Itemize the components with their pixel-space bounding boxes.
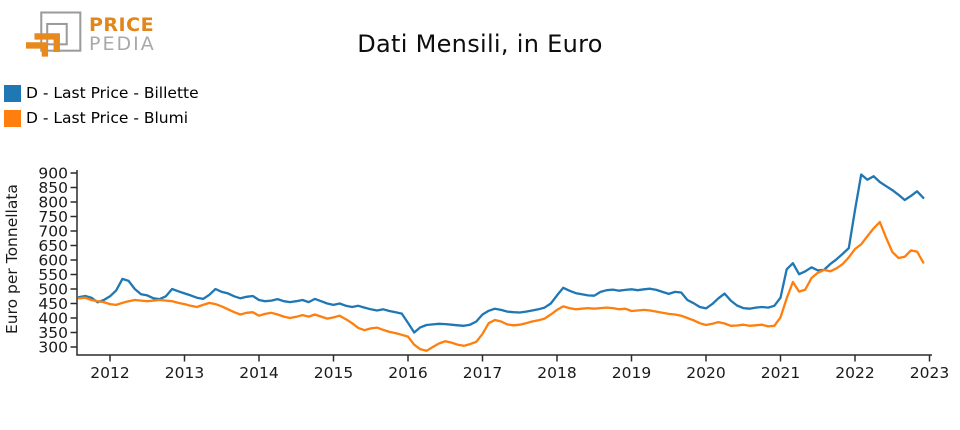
x-tick-label: 2012 [90,364,129,382]
y-tick-label: 550 [38,266,68,284]
x-tick-label: 2015 [314,364,353,382]
pricepedia-logo-icon [26,11,82,57]
y-tick-label: 300 [38,339,68,357]
series-line-blumi [77,220,925,352]
logo-word-price: PRICE [89,13,155,36]
x-tick-label: 2021 [761,364,800,382]
x-tick-label: 2022 [835,364,874,382]
y-tick-label: 650 [38,237,68,255]
x-tick-label: 2018 [537,364,576,382]
y-axis-label: Euro per Tonnellata [3,184,21,334]
legend: D - Last Price - Billette D - Last Price… [4,84,199,134]
y-tick-label: 350 [38,324,68,342]
x-tick-label: 2013 [165,364,204,382]
pricepedia-logo: PRICE PEDIA [26,11,156,59]
legend-label-blumi: D - Last Price - Blumi [26,109,189,127]
x-tick-label: 2023 [910,364,949,382]
x-tick-label: 2019 [612,364,651,382]
x-tick-label: 2020 [686,364,725,382]
legend-item-blumi: D - Last Price - Blumi [4,109,199,127]
logo-word-pedia: PEDIA [89,33,156,55]
y-tick-label: 750 [38,208,68,226]
legend-swatch-billette [4,84,21,102]
y-tick-label: 450 [38,295,68,313]
y-tick-label: 400 [38,310,68,328]
pricepedia-logo-text: PRICE PEDIA [89,13,156,55]
y-tick-label: 500 [38,281,68,299]
y-tick-label: 700 [38,223,68,241]
legend-item-billette: D - Last Price - Billette [4,84,199,102]
x-tick-label: 2017 [463,364,502,382]
legend-label-billette: D - Last Price - Billette [26,84,199,102]
chart-title: Dati Mensili, in Euro [357,30,603,58]
y-tick-label: 850 [38,179,68,197]
x-tick-label: 2014 [239,364,278,382]
y-tick-label: 600 [38,252,68,270]
legend-swatch-blumi [4,109,21,127]
y-tick-label: 900 [38,165,68,183]
series-line-billette [77,173,925,334]
y-tick-label: 800 [38,194,68,212]
x-tick-label: 2016 [388,364,427,382]
